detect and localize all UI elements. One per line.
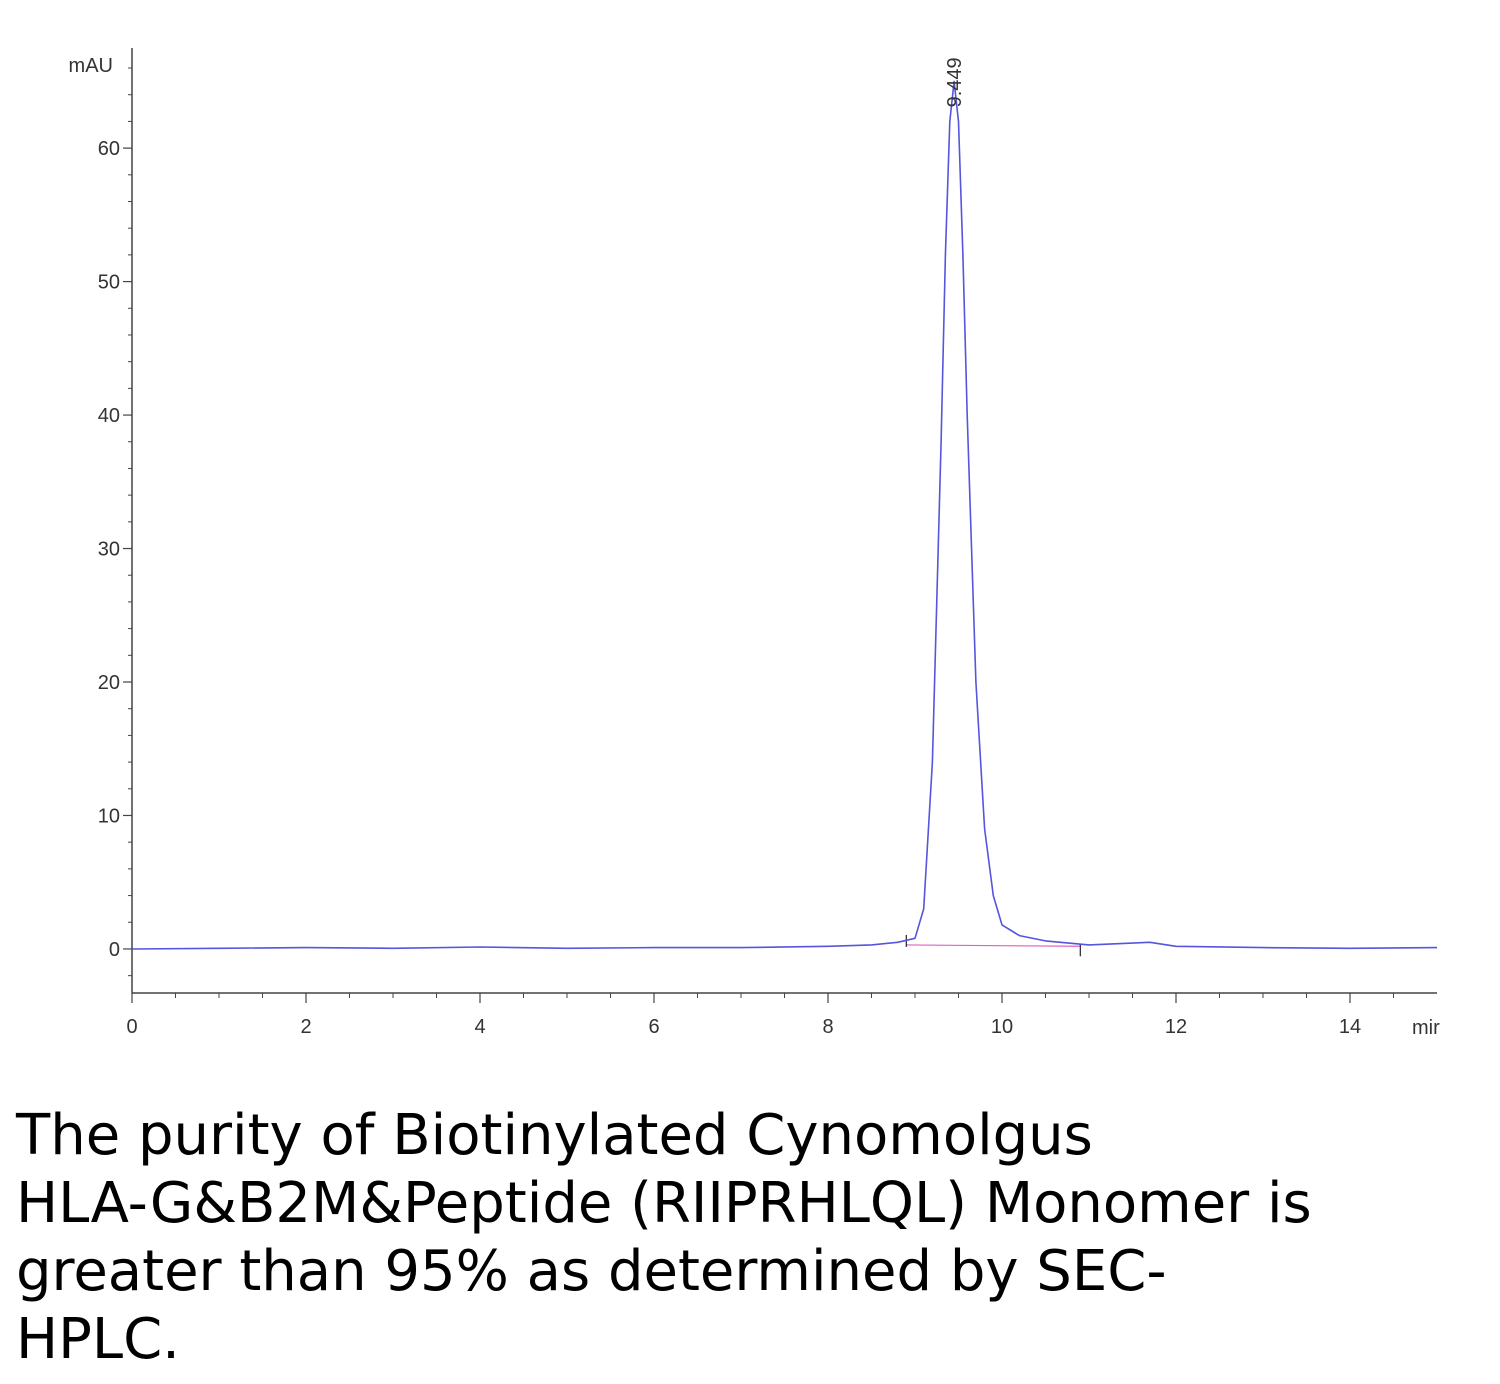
signal-trace-0 bbox=[131, 80, 1438, 950]
x-tick-label: 6 bbox=[648, 1016, 659, 1038]
x-tick-label: 4 bbox=[474, 1016, 485, 1038]
series-layer bbox=[131, 80, 1438, 957]
y-tick-label: 50 bbox=[98, 272, 120, 294]
figure-caption: The purity of Biotinylated Cynomolgus HL… bbox=[16, 1103, 1312, 1372]
integration-baseline bbox=[906, 944, 1081, 947]
x-tick-label: 2 bbox=[300, 1016, 311, 1038]
x-tick-label: 10 bbox=[991, 1016, 1013, 1038]
chromatogram-chart: mAU mir 0 10 20 30 40 50 60 0 2 4 6 8 10 12 14 9.449 bbox=[69, 48, 1440, 1039]
annotations: 9.449 bbox=[944, 57, 966, 107]
peak-label: 9.449 bbox=[944, 57, 966, 107]
y-tick-label: 20 bbox=[98, 672, 120, 694]
x-tick-label: 0 bbox=[126, 1016, 137, 1038]
x-axis-label: mir bbox=[1412, 1017, 1440, 1039]
x-tick-label: 12 bbox=[1165, 1016, 1187, 1038]
y-tick-label: 0 bbox=[109, 939, 120, 961]
y-tick-label: 60 bbox=[98, 138, 120, 160]
y-tick-label: 10 bbox=[98, 805, 120, 827]
y-tick-label: 30 bbox=[98, 539, 120, 561]
x-tick-label: 14 bbox=[1339, 1016, 1361, 1038]
y-tick-label: 40 bbox=[98, 405, 120, 427]
y-axis-label: mAU bbox=[69, 55, 113, 77]
axes: 0 10 20 30 40 50 60 0 2 4 6 8 10 12 14 bbox=[98, 48, 1437, 1038]
x-tick-label: 8 bbox=[822, 1016, 833, 1038]
